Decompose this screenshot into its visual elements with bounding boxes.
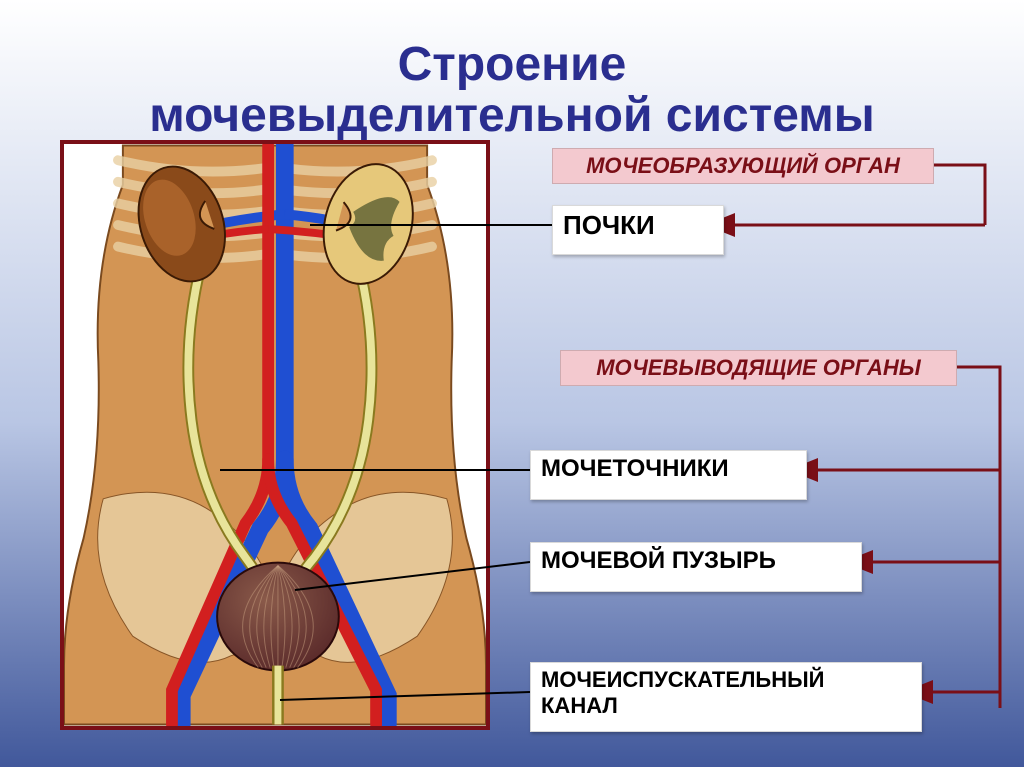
title-line2: мочевыделительной системы <box>149 89 875 142</box>
page-title: Строение мочевыделительной системы <box>0 40 1024 141</box>
label-bladder: МОЧЕВОЙ ПУЗЫРЬ <box>530 542 862 592</box>
title-line1: Строение <box>398 38 627 91</box>
category-urine_conducting: МОЧЕВЫВОДЯЩИЕ ОРГАНЫ <box>560 350 957 386</box>
label-kidneys: ПОЧКИ <box>552 205 724 255</box>
label-urethra: МОЧЕИСПУСКАТЕЛЬНЫЙ КАНАЛ <box>530 662 922 732</box>
label-ureters: МОЧЕТОЧНИКИ <box>530 450 807 500</box>
anatomy-svg <box>64 144 486 726</box>
category-urine_forming: МОЧЕОБРАЗУЮЩИЙ ОРГАН <box>552 148 934 184</box>
anatomy-illustration <box>60 140 490 730</box>
page-root: Строение мочевыделительной системы МОЧЕО… <box>0 0 1024 767</box>
